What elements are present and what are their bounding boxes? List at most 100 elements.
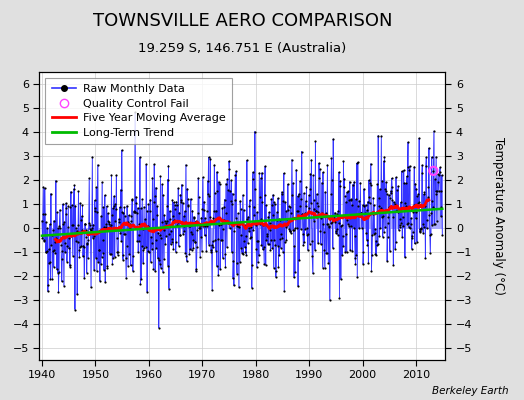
- Point: [256, 175, 265, 181]
- Point: [115, 219, 124, 225]
- Point: [380, 186, 389, 192]
- Point: [55, 222, 63, 229]
- Point: [126, 225, 134, 231]
- Point: [342, 230, 350, 237]
- Point: [438, 232, 446, 238]
- Point: [118, 208, 126, 215]
- Point: [62, 204, 71, 211]
- Point: [339, 158, 347, 165]
- Point: [213, 169, 221, 175]
- Point: [279, 198, 288, 204]
- Point: [318, 210, 326, 216]
- Point: [59, 201, 67, 207]
- Point: [428, 154, 436, 160]
- Point: [429, 168, 438, 174]
- Point: [386, 248, 394, 254]
- Point: [401, 200, 410, 206]
- Point: [378, 234, 387, 240]
- Point: [379, 213, 387, 220]
- Point: [404, 139, 412, 145]
- Point: [185, 223, 194, 229]
- Point: [109, 254, 117, 261]
- Point: [98, 179, 106, 186]
- Point: [63, 243, 72, 249]
- Point: [174, 242, 183, 249]
- Point: [87, 284, 95, 291]
- Point: [201, 215, 209, 221]
- Point: [238, 221, 247, 227]
- Point: [85, 226, 94, 232]
- Point: [266, 247, 275, 254]
- Point: [193, 244, 201, 250]
- Point: [108, 205, 117, 212]
- Point: [195, 222, 204, 229]
- Point: [39, 210, 47, 217]
- Point: [288, 192, 297, 198]
- Point: [309, 172, 318, 179]
- Point: [86, 222, 94, 228]
- Point: [209, 244, 217, 250]
- Point: [420, 223, 428, 230]
- Point: [402, 203, 410, 210]
- Point: [340, 176, 348, 182]
- Point: [123, 243, 131, 249]
- Point: [309, 270, 317, 276]
- Point: [172, 198, 181, 205]
- Point: [315, 160, 323, 166]
- Point: [104, 210, 112, 216]
- Point: [156, 173, 165, 180]
- Point: [111, 201, 119, 208]
- Point: [146, 259, 155, 265]
- Point: [253, 264, 261, 270]
- Point: [155, 257, 163, 263]
- Point: [156, 260, 164, 267]
- Point: [324, 221, 332, 228]
- Point: [391, 239, 400, 245]
- Point: [298, 210, 307, 217]
- Point: [425, 232, 434, 238]
- Point: [168, 239, 176, 245]
- Point: [165, 286, 173, 292]
- Point: [42, 248, 51, 254]
- Point: [256, 220, 264, 227]
- Point: [386, 188, 395, 194]
- Point: [357, 210, 365, 216]
- Point: [341, 193, 349, 199]
- Point: [81, 220, 90, 227]
- Point: [341, 249, 350, 255]
- Point: [49, 264, 58, 270]
- Point: [390, 204, 398, 210]
- Point: [304, 230, 312, 237]
- Point: [46, 259, 54, 266]
- Point: [137, 205, 145, 212]
- Point: [228, 190, 237, 197]
- Point: [79, 253, 87, 260]
- Point: [108, 261, 116, 268]
- Point: [409, 229, 417, 236]
- Point: [397, 199, 405, 206]
- Point: [41, 211, 49, 217]
- Point: [140, 204, 148, 210]
- Point: [334, 208, 342, 214]
- Point: [434, 171, 442, 178]
- Point: [230, 282, 238, 289]
- Point: [151, 236, 160, 243]
- Point: [189, 244, 198, 251]
- Point: [219, 226, 227, 232]
- Point: [339, 243, 347, 250]
- Point: [71, 203, 80, 209]
- Point: [60, 282, 68, 289]
- Point: [346, 247, 354, 253]
- Point: [260, 260, 268, 267]
- Point: [215, 180, 224, 187]
- Point: [246, 197, 254, 204]
- Point: [82, 270, 91, 276]
- Point: [357, 210, 365, 216]
- Point: [225, 158, 233, 164]
- Point: [387, 175, 396, 182]
- Point: [308, 253, 316, 260]
- Point: [348, 181, 357, 188]
- Point: [51, 178, 60, 184]
- Point: [335, 169, 343, 175]
- Point: [67, 233, 75, 239]
